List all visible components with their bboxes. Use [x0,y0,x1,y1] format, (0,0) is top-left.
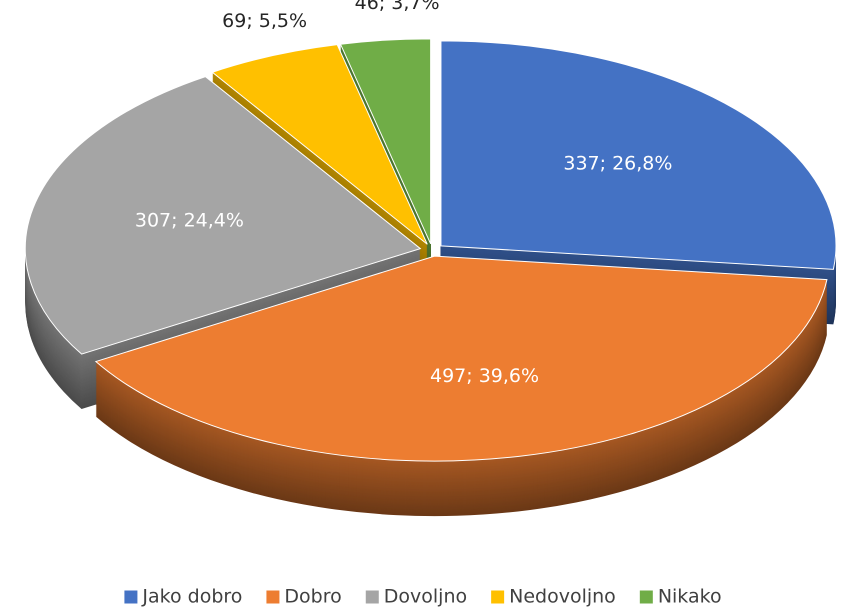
data-label: 337; 26,8% [563,153,672,175]
data-label: 307; 24,4% [135,209,244,231]
legend-swatch [491,590,505,604]
slice [94,255,828,517]
legend-swatch [639,590,653,604]
slice-top [94,255,828,462]
slice-top [211,44,428,245]
legend-label: Jako dobro [141,586,242,608]
legend-swatch [266,590,280,604]
legend-label: Nikako [658,586,722,608]
slice-top [339,38,432,245]
legend-label: Nedovoljno [509,586,616,608]
slice [440,40,837,325]
data-label: 69; 5,5% [222,10,307,32]
slice-top [440,40,837,270]
data-label: 497; 39,6% [430,365,539,387]
legend-swatch [365,590,379,604]
slice-top [24,76,422,355]
data-label: 46; 3,7% [355,0,440,14]
legend-label: Dobro [284,586,341,608]
pie [24,38,837,517]
data-labels: 337; 26,8% 497; 39,6% 307; 24,4% 69; 5,5% 46… [135,0,673,387]
legend-swatch [124,590,138,604]
slice [24,76,422,410]
legend: Jako dobro Dobro Dovoljno Nedovoljno Nikako [124,586,722,608]
legend-label: Dovoljno [384,586,467,608]
